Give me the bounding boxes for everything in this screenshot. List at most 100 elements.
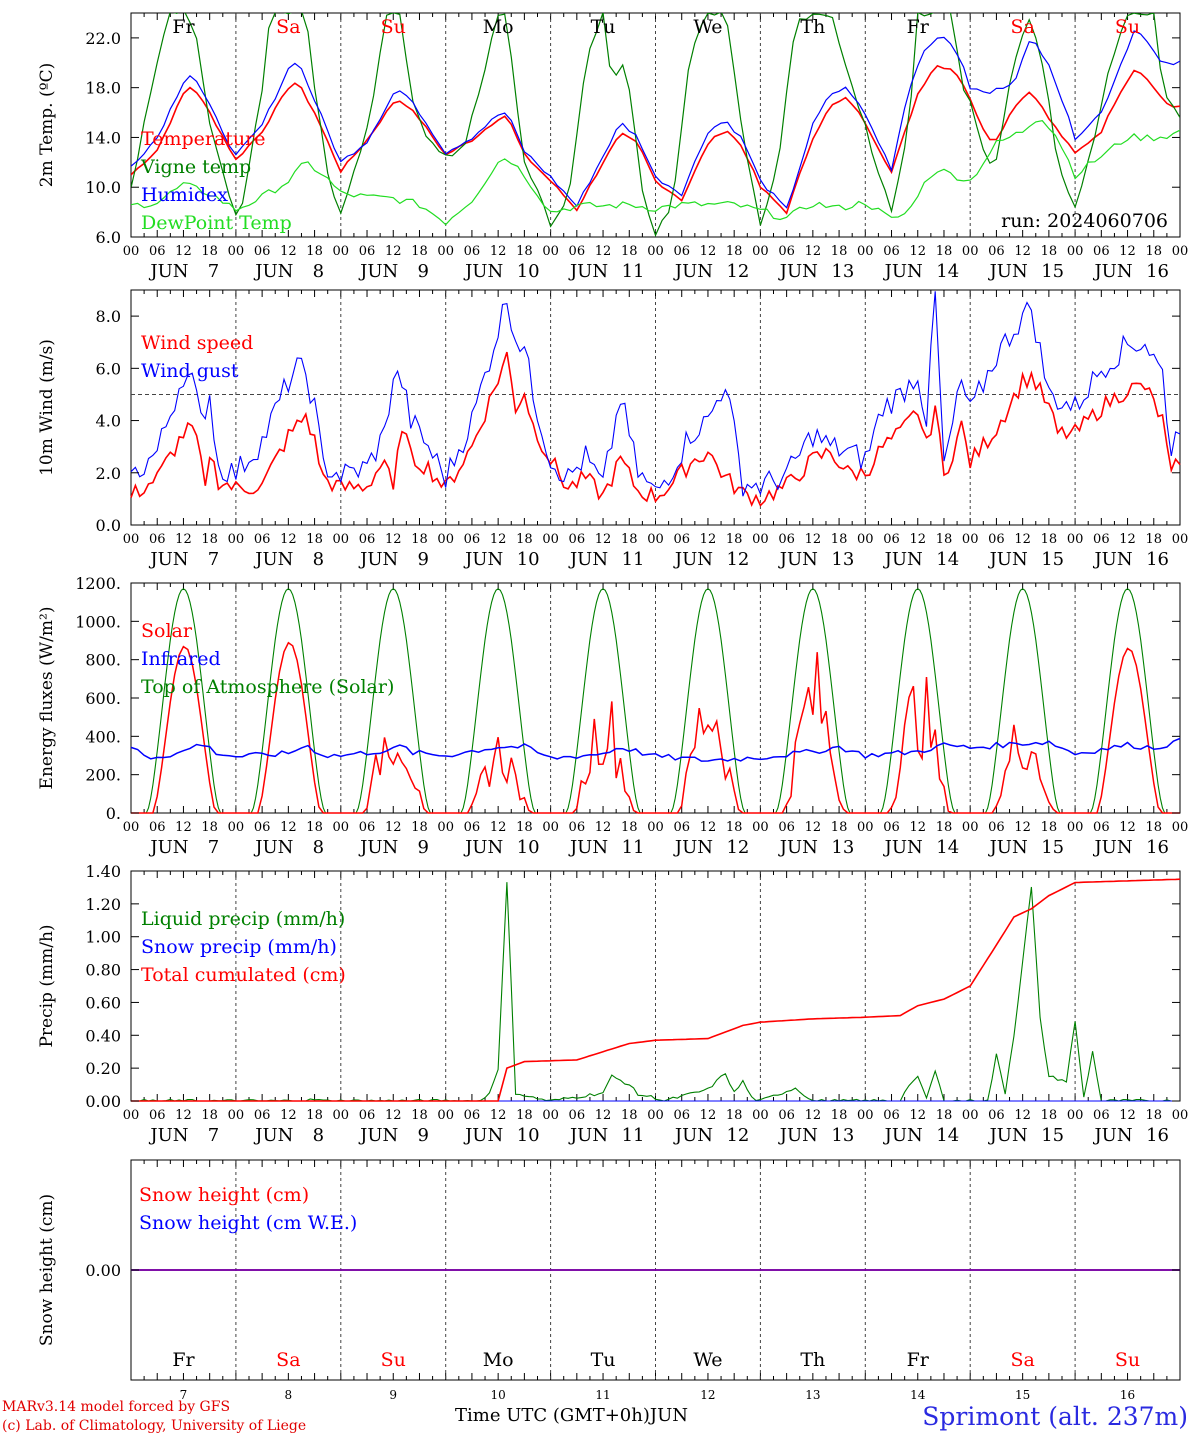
panel-2-xtick-label: 06 [988,820,1005,835]
panel-0-legend-entry: Temperature [141,128,265,150]
panel-1-xtick-label: 06 [254,532,271,547]
panel-2-legend-entry: Top of Atmosphere (Solar) [141,676,394,698]
panel-0-xtick-label: 00 [857,244,874,259]
panel-2-xtick-label: 00 [437,820,454,835]
panel-0-date-month: JUN [148,261,188,282]
panel-0-xtick-label: 12 [1119,244,1136,259]
panel-2-xtick-label: 12 [700,820,717,835]
model-credit: MARv3.14 model forced by GFS (c) Lab. of… [2,1398,306,1436]
weekday-label-bottom: Tu [591,1349,616,1371]
panel-3-date-month: JUN [988,1125,1028,1146]
panel-2-xtick-label: 06 [778,820,795,835]
panel-3-xtick-label: 06 [569,1108,586,1123]
weekday-label-top: We [693,16,722,38]
panel-1-xtick-label: 18 [621,532,638,547]
panel-1-xtick-label: 12 [280,532,297,547]
panel-2-ytick-label: 400. [85,727,121,746]
panel-0-date-month: JUN [358,261,398,282]
panel-3-xtick-label: 12 [1119,1108,1136,1123]
panel-2-date-day: 15 [1041,837,1064,858]
panel-3-date-day: 9 [418,1125,429,1146]
panel-0-xtick-label: 06 [1093,244,1110,259]
panel-0-xtick-label: 12 [385,244,402,259]
panel-2-xtick-label: 12 [385,820,402,835]
panel-1-xtick-label: 18 [726,532,743,547]
panel-1-date-day: 14 [936,549,959,570]
panel-1-xtick-label: 06 [883,532,900,547]
panel-0-xtick-label: 00 [647,244,664,259]
panel-1-date-month: JUN [358,549,398,570]
panel-2-xtick-label: 18 [201,820,218,835]
panel-3-xtick-label: 06 [464,1108,481,1123]
panel-1-xtick-label: 12 [909,532,926,547]
panel-3-legend-entry: Total cumulated (cm) [141,964,346,986]
panel-2-xtick-label: 12 [909,820,926,835]
day-number-bottom: 13 [805,1388,820,1402]
panel-0-date-day: 12 [726,261,749,282]
panel-1-xtick-label: 06 [149,532,166,547]
panel-1-xtick-label: 12 [175,532,192,547]
panel-3-xtick-label: 06 [1093,1108,1110,1123]
weekday-label-bottom: Sa [276,1349,300,1371]
panel-1-xtick-label: 12 [385,532,402,547]
panel-0-date-day: 16 [1146,261,1169,282]
panel-1-ytick-label: 6.0 [96,359,121,378]
panel-0-xtick-label: 12 [595,244,612,259]
panel-1-xtick-label: 06 [359,532,376,547]
panel-2-xtick-label: 06 [254,820,271,835]
panel-3-legend-entry: Liquid precip (mm/h) [141,908,345,930]
panel-0-xtick-label: 06 [254,244,271,259]
weekday-label-top: Su [1115,16,1140,38]
panel-2-xtick-label: 18 [306,820,323,835]
panel-1-xtick-label: 12 [595,532,612,547]
panel-2-xtick-label: 00 [647,820,664,835]
panel-2-xtick-label: 12 [805,820,822,835]
panel-0-ylabel: 2m Temp. (ºC) [37,63,57,188]
panel-3-xtick-label: 00 [647,1108,664,1123]
panel-2-xtick-label: 06 [673,820,690,835]
panel-2-xtick-label: 18 [516,820,533,835]
energy-series-infrared [130,737,1181,762]
panel-1-date-day: 15 [1041,549,1064,570]
panel-3-xtick-label: 18 [1041,1108,1058,1123]
panel-0-xtick-label: 18 [1146,244,1163,259]
panel-0-xtick-label: 00 [1172,244,1189,259]
panel-2-xtick-label: 06 [569,820,586,835]
panel-1-legend-entry: Wind speed [141,332,253,354]
panel-1-xtick-label: 00 [437,532,454,547]
panel-1-xtick-label: 00 [647,532,664,547]
day-number-bottom: 11 [595,1388,610,1402]
panel-1-date-day: 10 [517,549,540,570]
panel-3-date-day: 8 [313,1125,324,1146]
panel-4-ytick-label: 0.00 [85,1261,121,1280]
panel-0-xtick-label: 18 [726,244,743,259]
panel-2-ytick-label: 0. [106,804,121,823]
panel-2-date-month: JUN [778,837,818,858]
x-axis-label: Time UTC (GMT+0h) [455,1405,650,1426]
panel-2-xtick-label: 06 [359,820,376,835]
panel-2-xtick-label: 12 [490,820,507,835]
temp-series-dewpoint-temp [131,120,1180,226]
panel-3-xtick-label: 00 [857,1108,874,1123]
panel-0-date-day: 11 [622,261,645,282]
temp-series-humidex [131,30,1180,209]
day-number-bottom: 15 [1015,1388,1030,1402]
panel-3-ylabel: Precip (mm/h) [37,924,57,1047]
panel-0-frame [130,12,1181,238]
panel-0-xtick-label: 00 [228,244,245,259]
panel-1-xtick-label: 18 [201,532,218,547]
panel-0-xtick-label: 06 [988,244,1005,259]
panel-3-xtick-label: 12 [700,1108,717,1123]
panel-0-date-day: 10 [517,261,540,282]
panel-1-date-month: JUN [148,549,188,570]
panel-3-xtick-label: 12 [595,1108,612,1123]
panel-1-xtick-label: 18 [936,532,953,547]
panel-2-xtick-label: 18 [726,820,743,835]
panel-1-xtick-label: 12 [1014,532,1031,547]
day-number-bottom: 10 [491,1388,506,1402]
panel-1-xtick-label: 18 [516,532,533,547]
panel-1-xtick-label: 00 [542,532,559,547]
panel-1-date-month: JUN [568,549,608,570]
panel-2-xtick-label: 00 [228,820,245,835]
